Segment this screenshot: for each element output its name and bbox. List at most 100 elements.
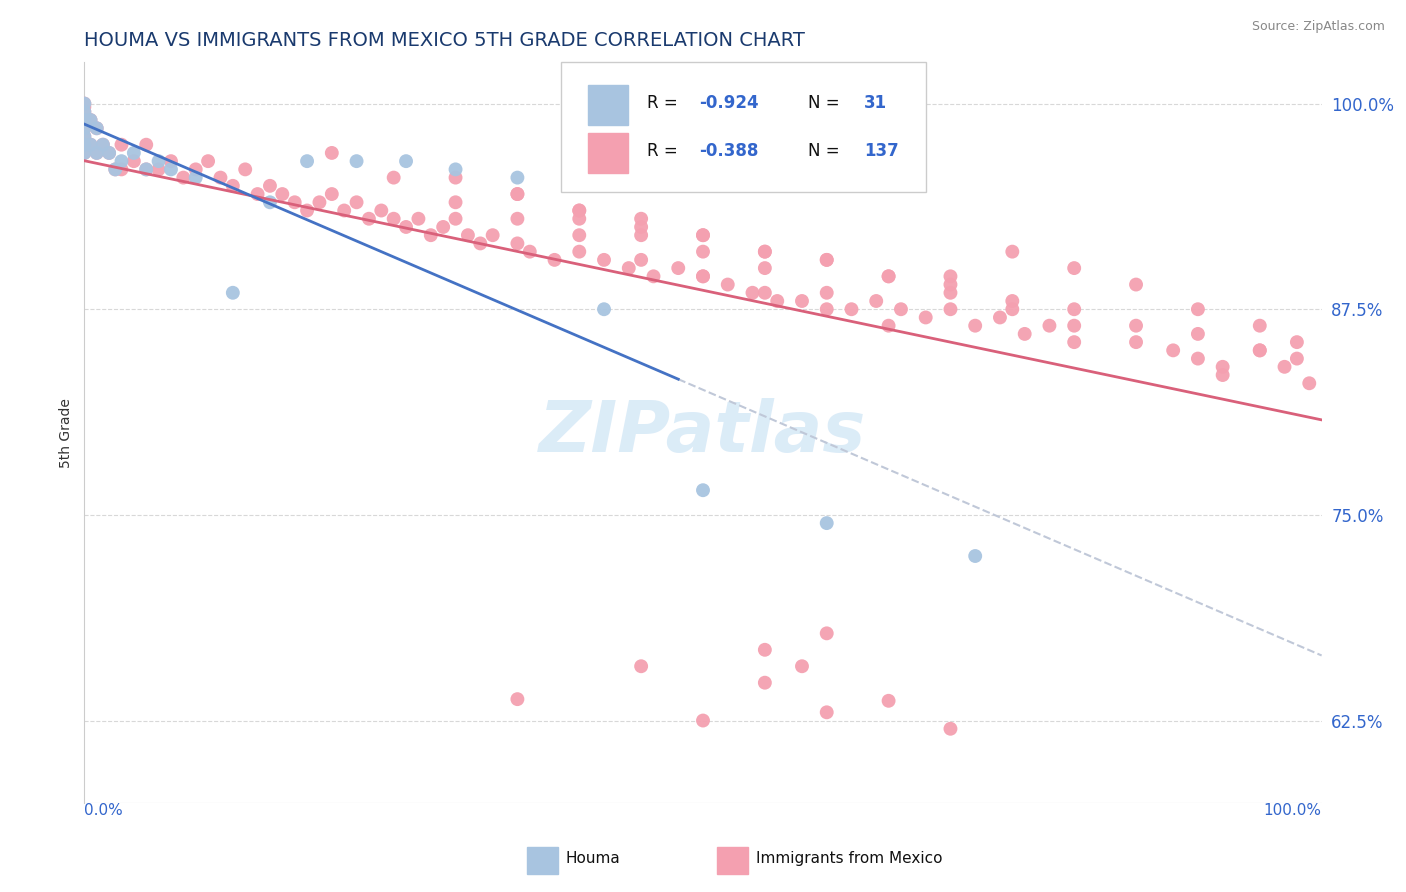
Point xyxy=(815,706,838,720)
Point xyxy=(79,113,101,128)
Point xyxy=(568,211,591,226)
Point xyxy=(939,302,962,317)
Text: Immigrants from Mexico: Immigrants from Mexico xyxy=(756,851,943,865)
Point xyxy=(457,228,479,243)
Point xyxy=(184,162,207,177)
Point xyxy=(79,137,101,152)
Text: 100.0%: 100.0% xyxy=(1264,803,1322,818)
Point xyxy=(692,269,714,284)
Point xyxy=(104,162,127,177)
Point xyxy=(754,244,776,259)
Point xyxy=(939,269,962,284)
Point xyxy=(444,162,467,177)
Point xyxy=(593,302,616,317)
Point xyxy=(222,285,245,300)
Point xyxy=(233,162,256,177)
Point xyxy=(692,714,714,728)
Point xyxy=(519,244,541,259)
Point xyxy=(98,145,121,160)
Point xyxy=(1063,261,1085,276)
Point xyxy=(1161,343,1184,358)
Point xyxy=(382,211,405,226)
Point xyxy=(506,692,529,706)
Point xyxy=(692,244,714,259)
Point xyxy=(98,145,121,160)
Text: 0.0%: 0.0% xyxy=(84,803,124,818)
Point xyxy=(568,203,591,218)
Point xyxy=(444,211,467,226)
Point xyxy=(965,549,987,563)
Point xyxy=(939,285,962,300)
Point xyxy=(692,228,714,243)
Text: -0.388: -0.388 xyxy=(699,143,759,161)
Point xyxy=(470,236,492,251)
Point xyxy=(939,722,962,736)
Point xyxy=(73,96,96,111)
Point xyxy=(395,154,418,169)
Point xyxy=(419,228,441,243)
Point xyxy=(630,219,652,234)
Point xyxy=(73,113,96,128)
Point xyxy=(395,219,418,234)
Point xyxy=(86,121,108,136)
Point xyxy=(122,154,145,169)
Point xyxy=(259,195,281,210)
Point xyxy=(135,162,157,177)
Point xyxy=(815,516,838,530)
Point xyxy=(79,113,101,128)
Point xyxy=(1285,351,1308,366)
Point xyxy=(73,145,96,160)
Point xyxy=(295,154,318,169)
Point xyxy=(1249,343,1271,358)
Point xyxy=(408,211,430,226)
Point xyxy=(357,211,380,226)
Point xyxy=(754,244,776,259)
Point xyxy=(754,261,776,276)
Point xyxy=(1063,318,1085,333)
Point xyxy=(1187,326,1209,341)
Point xyxy=(184,170,207,185)
Point xyxy=(259,178,281,193)
Point xyxy=(877,694,900,708)
Point xyxy=(86,145,108,160)
Point xyxy=(630,252,652,267)
Point xyxy=(841,302,863,317)
Point xyxy=(568,203,591,218)
Point xyxy=(86,145,108,160)
Point xyxy=(543,252,565,267)
Point xyxy=(73,96,96,111)
Point xyxy=(444,195,467,210)
Point xyxy=(110,162,132,177)
Point xyxy=(630,659,652,673)
Point xyxy=(148,154,170,169)
Point xyxy=(1212,368,1234,382)
Point xyxy=(1249,343,1271,358)
Point xyxy=(160,162,183,177)
Point xyxy=(568,228,591,243)
FancyBboxPatch shape xyxy=(588,133,627,173)
Text: ZIPatlas: ZIPatlas xyxy=(540,398,866,467)
Point xyxy=(593,252,616,267)
Point xyxy=(122,145,145,160)
Point xyxy=(135,137,157,152)
Point xyxy=(444,170,467,185)
Point xyxy=(110,137,132,152)
Point xyxy=(766,293,789,308)
Point xyxy=(73,104,96,119)
Text: R =: R = xyxy=(647,143,683,161)
Point xyxy=(617,261,640,276)
Point xyxy=(1001,302,1024,317)
Point xyxy=(73,100,96,114)
Point xyxy=(382,170,405,185)
Point xyxy=(568,244,591,259)
Point xyxy=(91,137,114,152)
Point xyxy=(91,137,114,152)
Point xyxy=(717,277,740,292)
Point xyxy=(692,228,714,243)
Point xyxy=(692,483,714,498)
Point xyxy=(73,129,96,144)
Point xyxy=(104,162,127,177)
Point xyxy=(308,195,330,210)
Point xyxy=(877,318,900,333)
Point xyxy=(754,285,776,300)
